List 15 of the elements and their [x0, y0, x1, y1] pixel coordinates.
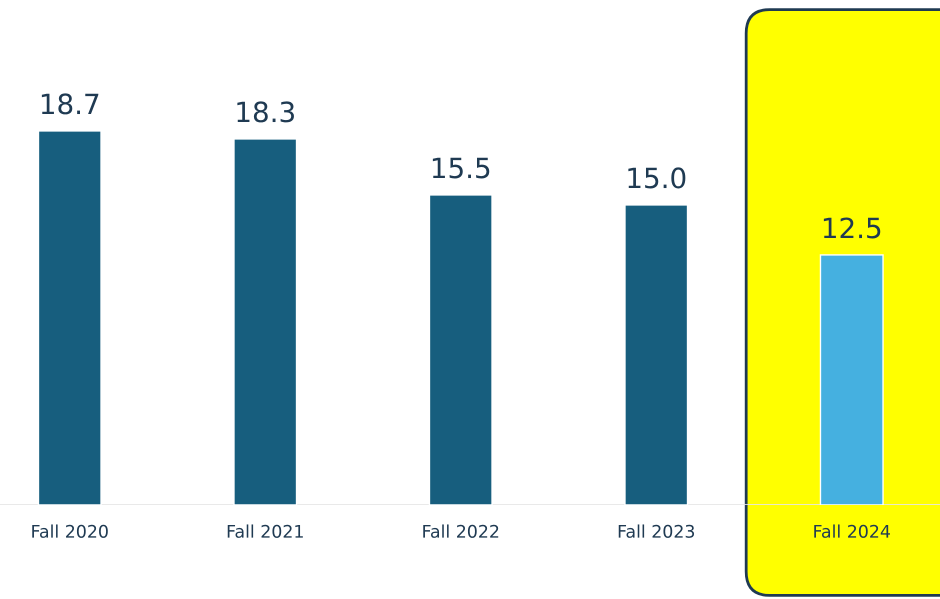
x-tick-label: Fall 2022 [423, 524, 498, 538]
x-tick-label: Fall 2020 [32, 524, 108, 538]
bar [624, 204, 688, 505]
bar [38, 130, 102, 505]
data-label: 18.3 [237, 101, 294, 122]
x-tick-label: Fall 2021 [228, 524, 303, 538]
data-label: 15.0 [628, 167, 686, 188]
bar [233, 138, 298, 505]
data-label: 15.5 [432, 158, 490, 178]
x-tick-label: Fall 2024 [814, 524, 890, 538]
x-tick-label: Fall 2023 [618, 524, 694, 538]
bar [428, 194, 493, 505]
data-label: 18.7 [42, 93, 98, 114]
bar [820, 254, 884, 505]
data-label: 12.5 [824, 217, 880, 238]
